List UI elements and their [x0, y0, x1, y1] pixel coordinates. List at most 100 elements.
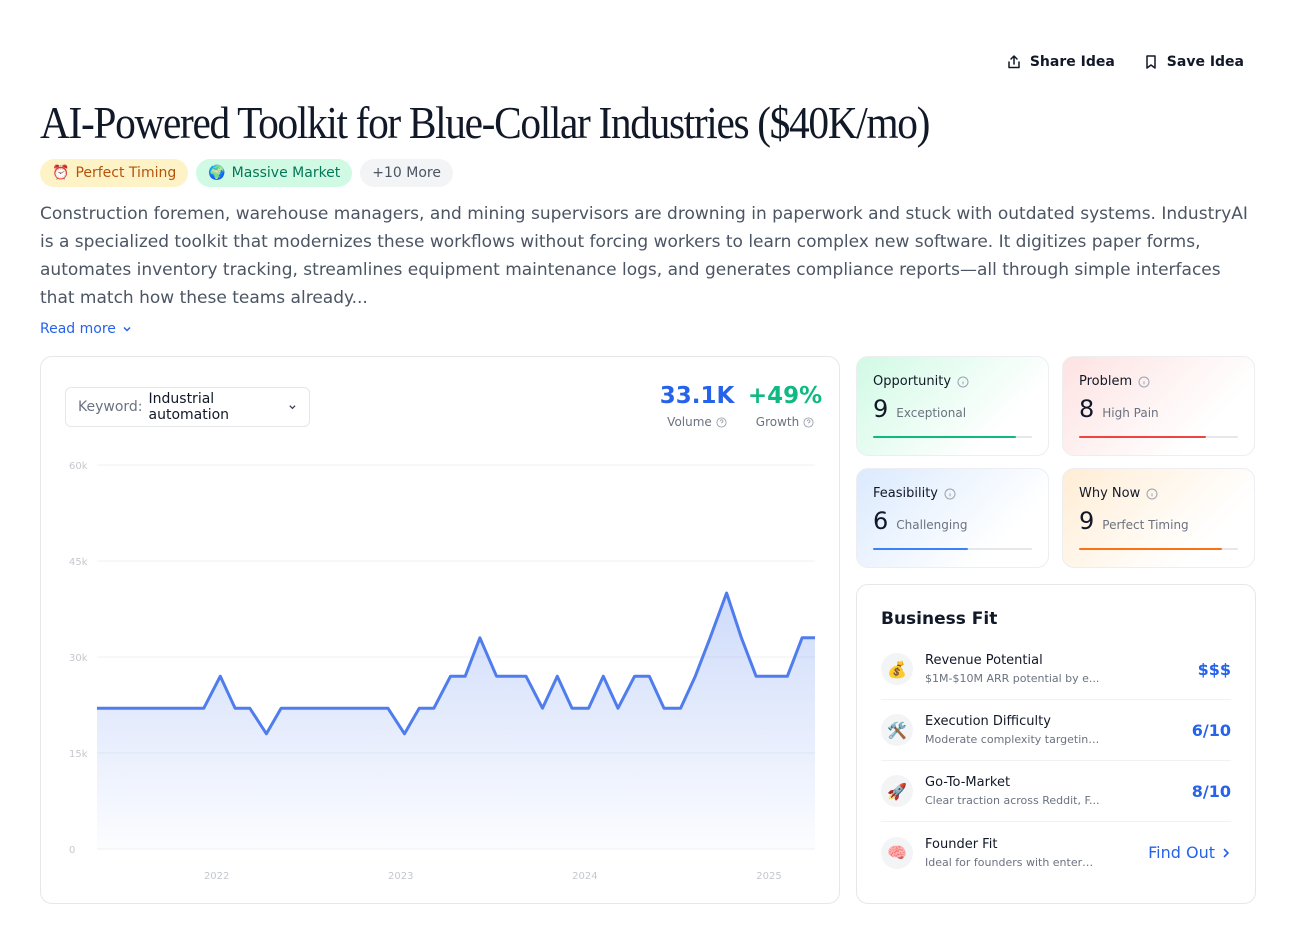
data-point [786, 675, 789, 678]
globe-icon: 🌍 [208, 165, 226, 181]
info-icon[interactable] [944, 488, 956, 500]
data-point [127, 707, 130, 710]
fit-row-value: $$$ [1198, 660, 1231, 679]
money-bag-icon: 💰 [881, 653, 913, 685]
metric-label: High Pain [1102, 406, 1159, 420]
feasibility-score-card[interactable]: Feasibility 6 Challenging [856, 468, 1049, 568]
data-point [386, 707, 389, 710]
opportunity-score-card[interactable]: Opportunity 9 Exceptional [856, 356, 1049, 456]
tag-perfect-timing[interactable]: ⏰ Perfect Timing [40, 159, 189, 187]
x-tick-label: 2022 [204, 871, 229, 882]
keyword-label: Keyword: [78, 399, 143, 415]
fit-row-revenue-potential[interactable]: 💰 Revenue Potential $1M-$10M ARR potenti… [881, 639, 1231, 700]
data-point [219, 675, 222, 678]
tag-list: ⏰ Perfect Timing 🌍 Massive Market +10 Mo… [40, 159, 453, 187]
tag-label: Perfect Timing [75, 165, 177, 181]
data-point [340, 707, 343, 710]
score-bar-fill [1079, 548, 1223, 550]
fit-row-name: Founder Fit [925, 836, 998, 852]
metric-label: Challenging [896, 518, 968, 532]
help-icon[interactable] [803, 416, 814, 428]
data-point [556, 675, 559, 678]
fit-row-value-text: 6/10 [1191, 720, 1231, 740]
idea-description: Construction foremen, warehouse managers… [40, 204, 1248, 308]
data-point [449, 675, 452, 678]
score-bar-fill [1079, 436, 1207, 438]
chevron-right-icon [1223, 847, 1230, 858]
fit-row-value-text: 8/10 [1191, 781, 1231, 801]
x-tick-label: 2024 [572, 871, 597, 882]
rocket-icon: 🚀 [881, 775, 913, 807]
data-point [725, 592, 728, 595]
info-icon[interactable] [1146, 488, 1158, 500]
data-point [814, 636, 817, 639]
data-point [142, 707, 145, 710]
keyword-select[interactable]: Keyword: Industrial automation [65, 387, 310, 427]
data-point [510, 675, 513, 678]
fit-row-name: Revenue Potential [925, 653, 1043, 668]
brain-icon: 🧠 [881, 836, 913, 869]
fit-row-execution-difficulty[interactable]: 🛠️ Execution Difficulty Moderate complex… [881, 700, 1231, 761]
info-icon[interactable] [1138, 376, 1150, 388]
data-point [709, 636, 712, 639]
find-out-button[interactable]: Find Out [1148, 843, 1231, 862]
tag-label: +10 More [372, 165, 441, 181]
tag-massive-market[interactable]: 🌍 Massive Market [196, 159, 353, 187]
data-point [570, 707, 573, 710]
data-point [357, 707, 360, 710]
problem-score-card[interactable]: Problem 8 High Pain [1062, 356, 1255, 456]
data-point [587, 707, 590, 710]
business-fit-title: Business Fit [881, 609, 998, 629]
search-trend-chart: 60k 45k 30k 15k 0 2022 2023 2024 2025 [69, 461, 817, 882]
data-point [771, 675, 774, 678]
fit-row-go-to-market[interactable]: 🚀 Go-To-Market Clear traction across Red… [881, 761, 1231, 822]
share-idea-label: Share Idea [1029, 54, 1115, 70]
y-tick-label: 15k [69, 749, 88, 760]
more-tags-button[interactable]: +10 More [360, 159, 453, 187]
data-point [541, 707, 544, 710]
data-point [663, 707, 666, 710]
data-point [202, 707, 205, 710]
fit-row-value: 6/10 [1192, 721, 1231, 740]
fit-row-subtitle: $1M-$10M ARR potential by e... [925, 672, 1100, 685]
share-icon [1008, 55, 1020, 69]
data-point [173, 707, 176, 710]
data-point [418, 707, 421, 710]
metric-title: Why Now [1079, 486, 1141, 501]
y-tick-label: 60k [69, 461, 88, 472]
page-title: AI-Powered Toolkit for Blue-Collar Indus… [40, 97, 930, 148]
alarm-clock-icon: ⏰ [52, 165, 70, 181]
keyword-value: Industrial automation [148, 391, 230, 423]
data-point [617, 707, 620, 710]
metric-score: 9 [873, 395, 889, 423]
share-idea-button[interactable]: Share Idea [1006, 54, 1115, 70]
why-now-score-card[interactable]: Why Now 9 Perfect Timing [1062, 468, 1255, 568]
data-point [110, 707, 113, 710]
metric-title: Opportunity [873, 374, 952, 389]
data-point [372, 707, 375, 710]
score-bar [873, 548, 1032, 550]
fit-row-value-text: $$$ [1197, 659, 1231, 679]
info-icon[interactable] [957, 376, 969, 388]
data-point [740, 636, 743, 639]
metric-score: 8 [1079, 395, 1095, 423]
save-idea-button[interactable]: Save Idea [1143, 54, 1244, 70]
business-fit-card: Business Fit 💰 Revenue Potential $1M-$10… [856, 584, 1256, 904]
data-point [234, 707, 237, 710]
growth-stat: +49% Growth [745, 383, 825, 429]
volume-stat: 33.1K Volume [657, 383, 737, 429]
chevron-down-icon [289, 405, 296, 410]
data-point [280, 707, 283, 710]
data-point [156, 707, 159, 710]
read-more-link[interactable]: Read more [40, 321, 132, 337]
data-point [403, 732, 406, 735]
metric-title: Feasibility [873, 486, 938, 501]
read-more-label: Read more [40, 321, 116, 337]
data-point [755, 675, 758, 678]
fit-row-founder-fit[interactable]: 🧠 Founder Fit Ideal for founders with en… [881, 822, 1231, 883]
data-point [495, 675, 498, 678]
growth-label: Growth [755, 415, 800, 429]
y-tick-label: 0 [69, 845, 75, 856]
data-point [679, 707, 682, 710]
help-icon[interactable] [716, 416, 727, 428]
